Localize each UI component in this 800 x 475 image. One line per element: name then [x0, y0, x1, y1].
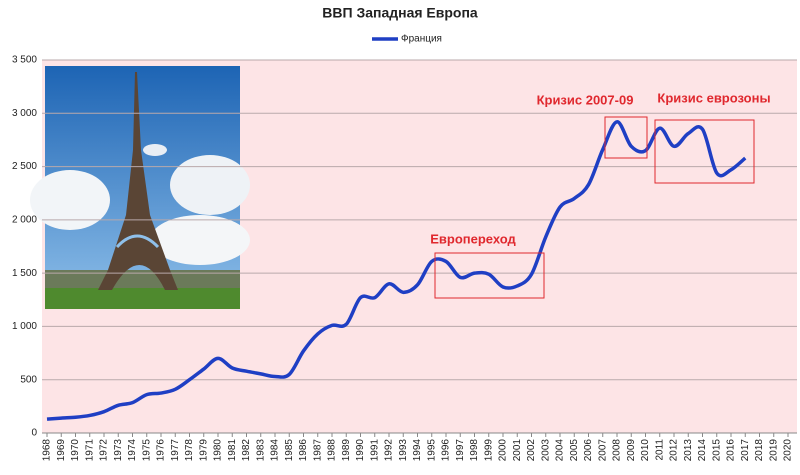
annotation-box [654, 119, 755, 184]
x-tick-label: 1992 [384, 439, 395, 462]
x-tick-label: 2017 [740, 439, 751, 462]
x-tick-label: 1998 [469, 439, 480, 462]
annotation: Кризис еврозоны [657, 90, 770, 105]
annotation-box [434, 252, 545, 299]
x-tick-label: 2001 [512, 439, 523, 462]
x-tick-label: 1994 [412, 439, 423, 462]
x-tick-label: 2018 [754, 439, 765, 462]
x-tick-label: 1974 [127, 439, 138, 462]
x-tick-label: 2015 [711, 439, 722, 462]
y-tick-label: 3 500 [12, 55, 37, 66]
x-tick-label: 2011 [654, 439, 665, 461]
x-tick-label: 2002 [526, 439, 537, 462]
x-tick-label: 1968 [42, 439, 53, 462]
x-tick-label: 1999 [483, 439, 494, 462]
x-tick-label: 2009 [626, 439, 637, 462]
x-tick-label: 1984 [270, 439, 281, 462]
x-tick-label: 1975 [141, 439, 152, 462]
y-tick-label: 3 000 [12, 108, 37, 119]
x-tick-label: 1991 [369, 439, 380, 462]
y-tick-label: 500 [20, 374, 37, 385]
y-tick-label: 0 [31, 428, 37, 439]
y-tick-label: 1 500 [12, 268, 37, 279]
photo [30, 66, 250, 309]
x-tick-label: 1971 [84, 439, 95, 462]
x-tick-label: 2019 [768, 439, 779, 462]
x-tick-label: 1973 [113, 439, 124, 462]
x-tick-label: 1995 [426, 439, 437, 462]
x-tick-label: 1997 [455, 439, 466, 462]
y-tick-label: 2 500 [12, 161, 37, 172]
x-tick-label: 2020 [783, 439, 794, 462]
x-tick-label: 2003 [540, 439, 551, 462]
x-tick-label: 2014 [697, 439, 708, 462]
x-tick-label: 2007 [597, 439, 608, 462]
x-tick-label: 2013 [683, 439, 694, 462]
annotation: Европереход [430, 231, 516, 246]
x-tick-label: 1977 [170, 439, 181, 462]
x-tick-label: 1987 [312, 439, 323, 462]
x-tick-label: 1981 [227, 439, 238, 462]
x-tick-label: 2012 [669, 439, 680, 462]
x-tick-label: 2005 [569, 439, 580, 462]
x-tick-label: 1989 [341, 439, 352, 462]
annotation: Кризис 2007-09 [537, 92, 634, 107]
x-tick-label: 1972 [99, 439, 110, 462]
x-tick-label: 1986 [298, 439, 309, 462]
x-tick-label: 2006 [583, 439, 594, 462]
x-tick-label: 1980 [213, 439, 224, 462]
x-tick-label: 1978 [184, 439, 195, 462]
x-tick-label: 1976 [156, 439, 167, 462]
series-line [46, 120, 747, 421]
x-tick-label: 1969 [56, 439, 67, 462]
x-tick-label: 1982 [241, 439, 252, 462]
x-tick-label: 1993 [398, 439, 409, 462]
x-tick-label: 2010 [640, 439, 651, 462]
y-tick-label: 1 000 [12, 321, 37, 332]
legend-label: Франция [401, 34, 442, 45]
x-tick-label: 1996 [441, 439, 452, 462]
x-tick-label: 2016 [726, 439, 737, 462]
chart-title: ВВП Западная Европа [322, 5, 478, 21]
x-tick-label: 1985 [284, 439, 295, 462]
x-tick-label: 1970 [70, 439, 81, 462]
x-tick-label: 1988 [327, 439, 338, 462]
annotation-box [604, 116, 648, 159]
y-tick-label: 2 000 [12, 214, 37, 225]
x-tick-label: 2008 [612, 439, 623, 462]
x-tick-label: 2000 [498, 439, 509, 462]
x-tick-label: 2004 [555, 439, 566, 462]
x-tick-label: 1983 [255, 439, 266, 462]
x-tick-label: 1990 [355, 439, 366, 462]
x-tick-label: 1979 [198, 439, 209, 462]
